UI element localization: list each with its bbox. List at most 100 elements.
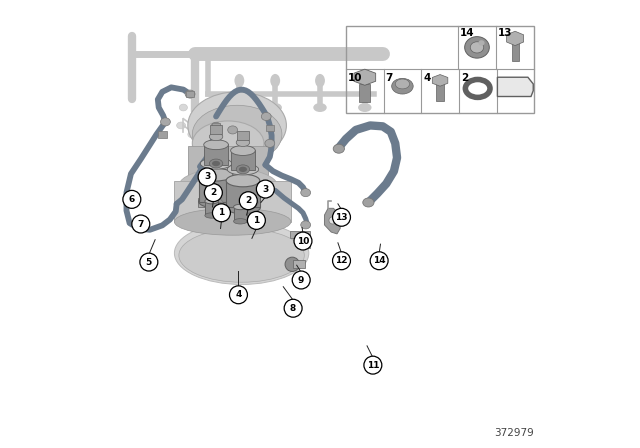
Circle shape bbox=[257, 180, 275, 198]
Text: 7: 7 bbox=[138, 220, 144, 228]
Text: 4: 4 bbox=[236, 290, 242, 299]
Ellipse shape bbox=[200, 158, 232, 169]
Ellipse shape bbox=[198, 195, 234, 208]
Ellipse shape bbox=[211, 198, 223, 207]
Ellipse shape bbox=[236, 165, 250, 174]
Ellipse shape bbox=[225, 201, 260, 214]
Ellipse shape bbox=[179, 104, 188, 111]
Ellipse shape bbox=[199, 168, 233, 181]
Ellipse shape bbox=[358, 103, 372, 112]
Text: 12: 12 bbox=[335, 256, 348, 265]
Ellipse shape bbox=[236, 138, 250, 146]
Text: 2: 2 bbox=[461, 73, 468, 83]
Ellipse shape bbox=[238, 152, 248, 160]
Circle shape bbox=[132, 215, 150, 233]
Circle shape bbox=[123, 190, 141, 208]
Circle shape bbox=[292, 271, 310, 289]
Bar bbox=[511, 42, 518, 61]
Bar bbox=[230, 151, 255, 171]
Text: 10: 10 bbox=[348, 73, 362, 83]
Text: 1: 1 bbox=[253, 216, 259, 225]
Circle shape bbox=[370, 252, 388, 270]
Bar bbox=[205, 201, 218, 215]
Ellipse shape bbox=[234, 219, 247, 224]
Ellipse shape bbox=[363, 198, 374, 207]
Ellipse shape bbox=[265, 139, 275, 147]
Text: 1: 1 bbox=[218, 208, 225, 217]
Text: 13: 13 bbox=[499, 27, 513, 38]
Text: 13: 13 bbox=[335, 213, 348, 222]
Ellipse shape bbox=[314, 103, 327, 112]
Ellipse shape bbox=[478, 40, 484, 46]
Polygon shape bbox=[497, 77, 533, 96]
Bar bbox=[266, 125, 274, 131]
Bar bbox=[436, 83, 444, 101]
Circle shape bbox=[140, 253, 158, 271]
Bar bbox=[346, 26, 534, 113]
Polygon shape bbox=[506, 31, 524, 46]
Text: 6: 6 bbox=[129, 195, 135, 204]
Ellipse shape bbox=[209, 159, 223, 168]
Ellipse shape bbox=[177, 122, 186, 129]
Bar bbox=[237, 131, 248, 140]
Circle shape bbox=[294, 232, 312, 250]
Ellipse shape bbox=[234, 204, 247, 210]
Bar bbox=[360, 84, 370, 102]
Ellipse shape bbox=[333, 144, 344, 153]
Circle shape bbox=[284, 299, 302, 317]
Ellipse shape bbox=[230, 146, 255, 155]
Circle shape bbox=[212, 204, 230, 222]
Circle shape bbox=[329, 217, 336, 224]
Bar bbox=[204, 144, 228, 165]
Ellipse shape bbox=[228, 126, 237, 134]
Circle shape bbox=[333, 208, 351, 226]
Polygon shape bbox=[354, 69, 376, 85]
Bar bbox=[306, 234, 310, 248]
Bar bbox=[293, 260, 305, 268]
Ellipse shape bbox=[396, 79, 410, 89]
Ellipse shape bbox=[185, 90, 195, 98]
Circle shape bbox=[364, 356, 382, 374]
Ellipse shape bbox=[188, 131, 197, 138]
Ellipse shape bbox=[226, 174, 260, 187]
Circle shape bbox=[230, 286, 248, 304]
Ellipse shape bbox=[392, 78, 413, 94]
Ellipse shape bbox=[179, 228, 305, 282]
Bar bbox=[226, 181, 260, 207]
Ellipse shape bbox=[239, 167, 247, 172]
Ellipse shape bbox=[296, 234, 305, 241]
Text: 10: 10 bbox=[297, 237, 309, 246]
Text: 9: 9 bbox=[298, 276, 305, 284]
Ellipse shape bbox=[211, 122, 221, 130]
Ellipse shape bbox=[212, 161, 220, 166]
Ellipse shape bbox=[261, 112, 271, 121]
Ellipse shape bbox=[205, 213, 218, 218]
Text: 2: 2 bbox=[211, 188, 216, 197]
Bar bbox=[188, 146, 269, 186]
Circle shape bbox=[248, 211, 266, 229]
Bar bbox=[290, 231, 310, 237]
Polygon shape bbox=[432, 74, 448, 86]
Ellipse shape bbox=[227, 164, 259, 175]
Ellipse shape bbox=[301, 189, 310, 197]
Ellipse shape bbox=[204, 140, 228, 150]
Bar bbox=[174, 181, 291, 222]
Ellipse shape bbox=[270, 74, 280, 87]
Ellipse shape bbox=[211, 146, 221, 154]
Ellipse shape bbox=[188, 92, 287, 159]
Text: 11: 11 bbox=[367, 361, 379, 370]
Text: 3: 3 bbox=[204, 172, 210, 181]
Ellipse shape bbox=[360, 74, 370, 87]
Ellipse shape bbox=[247, 198, 259, 207]
Bar bbox=[186, 91, 194, 97]
Bar bbox=[199, 175, 233, 202]
Bar bbox=[234, 207, 247, 221]
Text: 7: 7 bbox=[385, 73, 393, 83]
Ellipse shape bbox=[205, 198, 218, 204]
Text: 8: 8 bbox=[290, 304, 296, 313]
Bar bbox=[211, 125, 221, 134]
Ellipse shape bbox=[174, 222, 308, 284]
Ellipse shape bbox=[315, 74, 325, 87]
Text: 14: 14 bbox=[373, 256, 385, 265]
Ellipse shape bbox=[174, 208, 291, 235]
